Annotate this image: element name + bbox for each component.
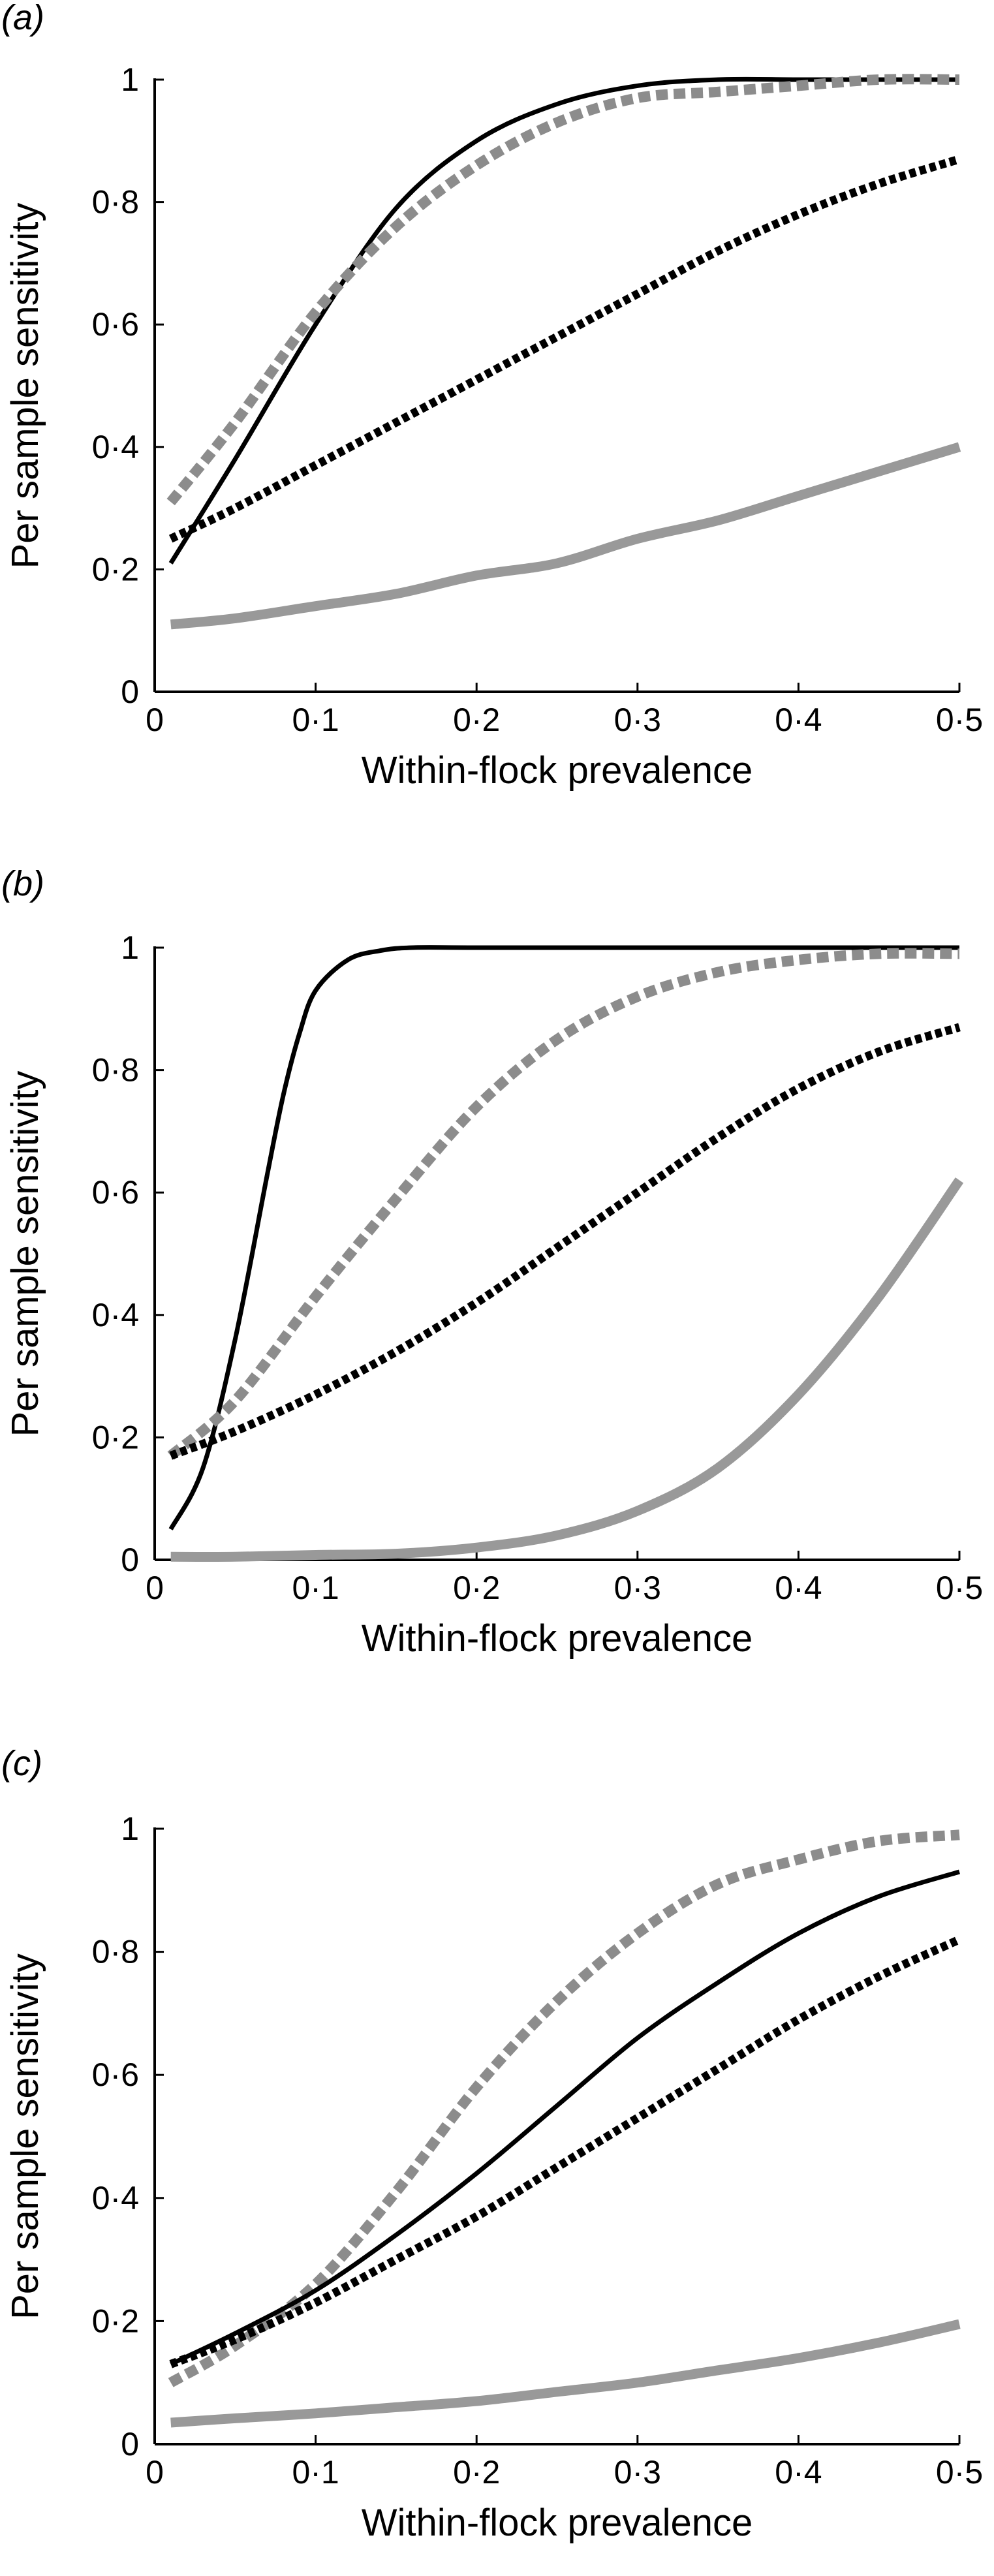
series-line-solid-black	[170, 1869, 961, 2367]
y-tick-label: 0·6	[92, 306, 139, 343]
series-line-dashed-grey	[168, 1829, 960, 2387]
y-tick-label: 0·4	[92, 1297, 139, 1333]
y-tick-label: 0·6	[92, 1174, 139, 1211]
y-tick-label: 0	[121, 674, 139, 710]
series-line-dashed-grey	[167, 948, 960, 1460]
series-line-dashed-black	[168, 155, 961, 543]
x-tick-label: 0·2	[453, 702, 500, 738]
y-axis-label: Per sample sensitivity	[4, 203, 46, 569]
x-tick-label: 0·2	[453, 1570, 500, 1606]
y-tick-label: 0·2	[92, 1419, 139, 1455]
y-axis-label: Per sample sensitivity	[4, 1953, 46, 2320]
y-tick-label: 0·8	[92, 1052, 139, 1089]
y-tick-label: 0·6	[92, 2056, 139, 2093]
y-tick-label: 0	[121, 2426, 139, 2462]
x-tick-label: 0·5	[936, 702, 983, 738]
y-tick-label: 0·8	[92, 1934, 139, 1970]
series-line-solid-grey	[170, 1177, 964, 1562]
series-line-solid-grey	[170, 442, 961, 630]
x-tick-label: 0·4	[775, 1570, 822, 1606]
panel-label: (b)	[1, 864, 44, 903]
y-tick-label: 0·4	[92, 2180, 139, 2216]
x-tick-label: 0·2	[453, 2454, 500, 2491]
x-axis-label: Within-flock prevalence	[362, 1617, 753, 1660]
y-tick-label: 0·2	[92, 2303, 139, 2339]
chart-panel-3: (c) 0 0·1 0·2 0·3 0·4 0·5 0 0·2 0·4 0·6 0·8 1 Within-…	[1, 1744, 983, 2544]
x-tick-label: 0·3	[614, 702, 661, 738]
y-tick-label: 1	[121, 1810, 139, 1847]
series-line-solid-black	[168, 945, 959, 1530]
y-tick-label: 0·4	[92, 429, 139, 465]
y-tick-label: 0·8	[92, 184, 139, 221]
x-tick-label: 0·3	[614, 1570, 661, 1606]
chart-panel-1: (a) 0 0·1 0·2 0·3 0·4 0·5 0 0·2 0·4 0·6 0·8 1 Within-…	[1, 0, 983, 792]
series-line-dashed-black	[169, 1023, 961, 1460]
x-tick-label: 0·5	[936, 1570, 983, 1606]
panel-label: (a)	[1, 0, 44, 37]
x-tick-label: 0·4	[775, 702, 822, 738]
x-tick-label: 0	[146, 2454, 164, 2491]
y-tick-label: 0·2	[92, 551, 139, 587]
x-tick-label: 0	[146, 702, 164, 738]
x-tick-label: 0·1	[292, 1570, 339, 1606]
y-tick-label: 1	[121, 929, 139, 966]
x-axis-label: Within-flock prevalence	[362, 749, 753, 792]
x-axis-label: Within-flock prevalence	[362, 2502, 753, 2544]
series-line-solid-black	[168, 76, 959, 565]
y-tick-label: 0	[121, 1542, 139, 1578]
x-tick-label: 0·1	[292, 702, 339, 738]
x-tick-label: 0·4	[775, 2454, 822, 2491]
series-line-solid-grey	[170, 2319, 961, 2428]
x-tick-label: 0·5	[936, 2454, 983, 2491]
series-line-dashed-black	[169, 1935, 961, 2368]
series-line-dashed-grey	[166, 74, 960, 506]
y-tick-label: 1	[121, 61, 139, 98]
y-axis-label: Per sample sensitivity	[4, 1071, 46, 1437]
chart-panel-2: (b) 0 0·1 0·2 0·3 0·4 0·5 0 0·2 0·4 0·6 0·8 1 Within-…	[1, 864, 983, 1660]
x-tick-label: 0·3	[614, 2454, 661, 2491]
x-tick-label: 0	[146, 1570, 164, 1606]
panel-label: (c)	[1, 1744, 42, 1783]
x-tick-label: 0·1	[292, 2454, 339, 2491]
